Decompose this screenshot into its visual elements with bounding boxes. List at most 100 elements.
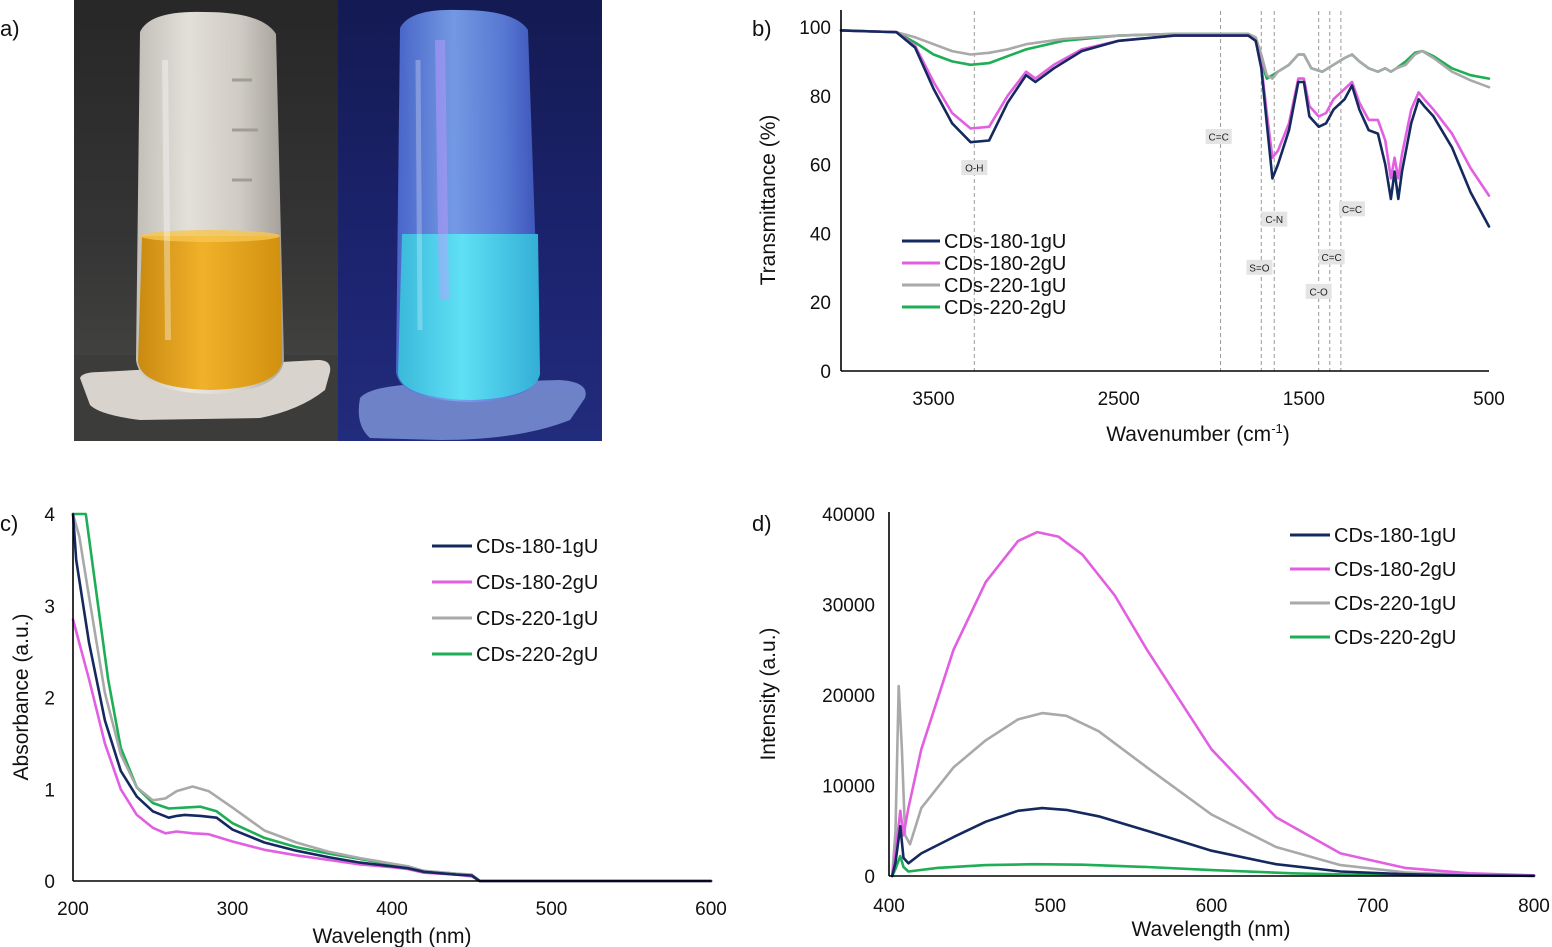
ftir-band-annotation: S=O [1246,259,1273,275]
legend-label: CDs-220-2gU [944,297,1066,319]
ftir-band-annotation: C=C [1205,129,1232,145]
uv-legend-entry: CDs-220-1gU [432,608,598,630]
ftir-y-axis-title: Transmittance (%) [757,115,780,286]
ftir-band-annotation: C=C [1338,201,1365,217]
pl-chart: 400 500 600 700 800 0 10000 20000 30000 40000 Wav… [757,505,1550,941]
uv-y-tick-label: 3 [44,597,55,618]
ftir-y-tick-label: 40 [810,224,831,245]
legend-label: CDs-220-1gU [476,608,598,630]
ftir-y-tick-label: 100 [799,18,831,39]
uv-x-tick-label: 500 [536,899,568,920]
ftir-series-cds-220-1gu [839,29,1491,89]
ftir-chart: O-H C=C S=O C-N C-O C=C C=C 3500 2500 1500 500 0 20… [757,10,1505,446]
uv-x-axis-title: Wavelength (nm) [312,925,471,947]
legend-label: CDs-180-1gU [944,231,1066,253]
pl-x-axis-title: Wavelength (nm) [1131,918,1290,941]
annotation-box [961,160,988,176]
uv-y-axis-title: Absorbance (a.u.) [10,614,33,781]
uv-legend-entry: CDs-180-1gU [432,536,598,558]
uv-legend-entry: CDs-180-2gU [432,572,598,594]
annotation-label: S=O [1249,263,1270,274]
legend-label: CDs-180-2gU [476,572,598,594]
annotation-label: O-H [965,164,983,175]
pl-legend-entry: CDs-180-1gU [1290,525,1456,547]
legend-label: CDs-220-1gU [944,275,1066,297]
ftir-legend-entry: CDs-220-1gU [902,275,1066,297]
uv-y-tick-label: 1 [44,780,55,801]
annotation-label: C=C [1209,133,1229,144]
pl-x-tick-label: 700 [1357,896,1389,917]
pl-y-tick-label: 0 [864,867,875,888]
pl-legend-entry: CDs-220-2gU [1290,627,1456,649]
pl-series-cds-180-1gu [890,806,1536,878]
ftir-legend-entry: CDs-180-1gU [902,231,1066,253]
ftir-band-annotation: C-N [1261,211,1288,227]
pl-y-tick-label: 40000 [822,505,875,526]
uv-y-tick-label: 0 [44,872,55,893]
pl-y-axis-title: Intensity (a.u.) [757,627,780,760]
photo-daylight [74,0,338,441]
pl-y-tick-label: 30000 [822,596,875,617]
legend-label: CDs-220-2gU [476,644,598,666]
uv-series-cds-180-2gu [71,618,713,883]
ftir-x-tick-label: 500 [1473,389,1505,410]
pl-x-tick-label: 800 [1518,896,1550,917]
annotation-label: C-O [1309,287,1328,298]
ftir-series-cds-180-1gu [839,29,1491,228]
pl-y-tick-label: 10000 [822,777,875,798]
uv-x-tick-label: 600 [695,899,727,920]
panel-label-c: c) [0,511,18,536]
ftir-legend-entry: CDs-220-2gU [902,297,1066,319]
pl-series-cds-220-2gu [890,854,1536,878]
uv-y-tick-label: 4 [44,505,55,526]
legend-label: CDs-180-1gU [1334,525,1456,547]
uv-series-cds-220-2gu [71,512,713,883]
photo-uv [338,0,602,441]
ftir-x-tick-label: 2500 [1098,389,1140,410]
pl-y-tick-label: 20000 [822,686,875,707]
ftir-y-tick-label: 20 [810,293,831,314]
legend-label: CDs-220-1gU [1334,593,1456,615]
panel-label-d: d) [752,511,772,536]
annotation-label: C-N [1265,215,1283,226]
uvvis-chart: 200 300 400 500 600 0 1 2 3 4 Wavelength (nm) Abs… [10,505,727,947]
ftir-legend-entry: CDs-180-2gU [902,253,1066,275]
uv-legend-entry: CDs-220-2gU [432,644,598,666]
legend-label: CDs-180-2gU [1334,559,1456,581]
uv-x-tick-label: 300 [217,899,249,920]
ftir-band-annotation: C=C [1318,249,1345,265]
pl-x-tick-label: 600 [1196,896,1228,917]
annotation-box [1246,259,1273,275]
annotation-box [1205,129,1232,145]
annotation-box [1318,249,1345,265]
pl-x-tick-label: 400 [873,896,905,917]
ftir-x-tick-label: 1500 [1283,389,1325,410]
legend-label: CDs-180-2gU [944,253,1066,275]
pl-legend-entry: CDs-220-1gU [1290,593,1456,615]
ftir-y-tick-label: 60 [810,156,831,177]
annotation-box [1261,211,1288,227]
pl-series-cds-180-2gu [890,530,1536,878]
ftir-band-annotation: C-O [1305,283,1332,299]
annotation-label: C=C [1321,253,1341,264]
annotation-box [1305,283,1332,299]
ftir-x-tick-label: 3500 [912,389,954,410]
uv-x-tick-label: 200 [57,899,89,920]
ftir-x-axis-title: Wavenumber (cm-1) [1106,421,1290,446]
annotation-box [1338,201,1365,217]
pl-legend-entry: CDs-180-2gU [1290,559,1456,581]
legend-label: CDs-220-2gU [1334,627,1456,649]
pl-x-tick-label: 500 [1034,896,1066,917]
uv-series-cds-180-1gu [71,512,713,883]
ftir-band-annotation: O-H [961,160,988,176]
uv-y-tick-label: 2 [44,689,55,710]
panel-label-a: a) [0,16,20,41]
legend-label: CDs-180-1gU [476,536,598,558]
uv-series-cds-220-1gu [71,512,713,883]
ftir-y-tick-label: 80 [810,87,831,108]
panel-label-b: b) [752,16,772,41]
annotation-label: C=C [1342,205,1362,216]
ftir-series-cds-180-2gu [839,29,1491,197]
pl-series-cds-220-1gu [890,684,1536,878]
